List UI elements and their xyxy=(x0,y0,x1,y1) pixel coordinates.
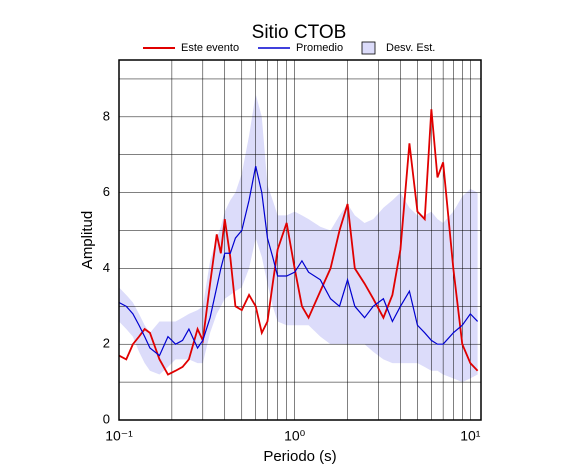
legend-label: Promedio xyxy=(296,42,343,54)
y-tick-label: 4 xyxy=(103,260,110,275)
y-tick-label: 2 xyxy=(103,336,110,351)
x-tick-label: 10⁰ xyxy=(284,428,306,444)
y-tick-label: 6 xyxy=(103,184,110,199)
y-axis-label: Amplitud xyxy=(79,211,96,269)
y-tick-label: 0 xyxy=(103,411,110,426)
std-band xyxy=(119,94,478,383)
x-tick-label: 10⁻¹ xyxy=(105,428,133,444)
series-line xyxy=(118,165,479,357)
legend-label: Desv. Est. xyxy=(386,42,435,54)
plot-frame xyxy=(118,59,482,421)
legend-label: Este evento xyxy=(181,42,239,54)
chart-title: Sitio CTOB xyxy=(252,22,347,43)
x-axis-label: Periodo (s) xyxy=(263,448,336,465)
y-tick-label: 8 xyxy=(103,108,110,123)
x-tick-label: 10¹ xyxy=(460,428,481,444)
legend-swatch xyxy=(361,41,376,55)
